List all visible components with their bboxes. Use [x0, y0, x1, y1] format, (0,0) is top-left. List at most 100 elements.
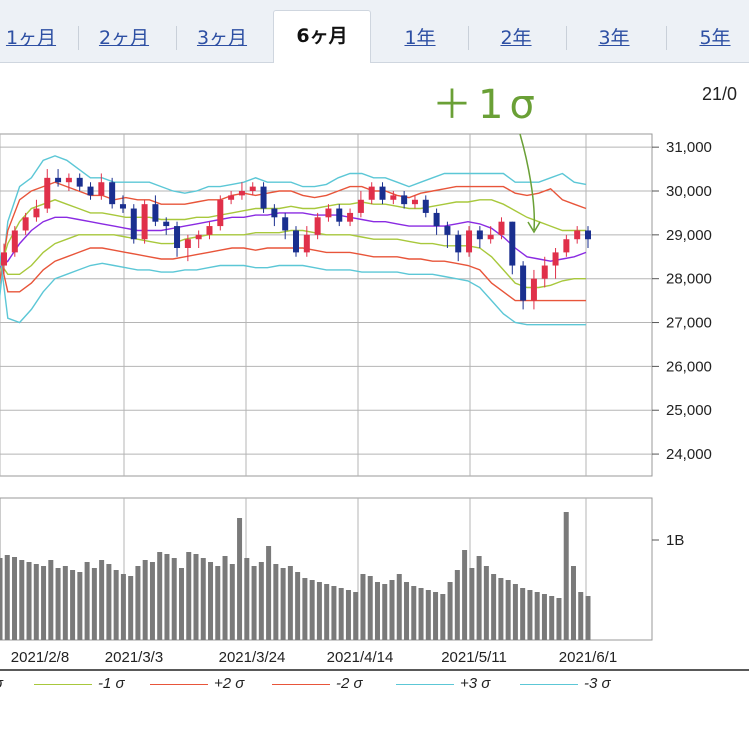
volume-bar	[157, 552, 163, 640]
legend-label: -3 σ	[584, 675, 611, 692]
legend-label: +2 σ	[214, 675, 245, 692]
candle-body	[217, 199, 224, 227]
volume-bar	[0, 558, 3, 640]
volume-bar	[244, 558, 250, 640]
date-tick-label: 2021/6/1	[559, 649, 617, 666]
volume-bar	[84, 562, 90, 640]
tab-separator	[566, 26, 567, 50]
price-grid	[0, 133, 653, 477]
volume-bar	[142, 560, 148, 640]
date-tick-label: 2021/4/14	[327, 649, 394, 666]
volume-bar	[331, 586, 337, 640]
band-line-2	[0, 199, 586, 273]
volume-bar	[266, 546, 272, 640]
volume-bar	[556, 598, 562, 640]
candle-body	[206, 226, 213, 235]
volume-bar	[527, 590, 533, 640]
tab-5-years[interactable]: 5年	[699, 27, 731, 49]
stock-chart: 31,000 30,000 29,000 28,000 27,000 26,000 25,0…	[0, 133, 749, 671]
volume-bar	[106, 564, 112, 640]
legend-item: -2 σ	[272, 674, 363, 694]
volume-bar	[454, 570, 460, 640]
volume-bar	[418, 588, 424, 640]
price-tick-label: 28,000	[666, 271, 712, 288]
band-line-3	[0, 212, 587, 268]
candle-body	[411, 199, 418, 205]
candle-body	[357, 199, 364, 213]
tab-1-year[interactable]: 1年	[404, 27, 436, 49]
volume-bar	[585, 596, 591, 640]
volume-bar	[374, 582, 380, 640]
legend-swatch	[396, 683, 454, 685]
legend-item: +2 σ	[150, 674, 244, 694]
candle-body	[76, 177, 83, 187]
candle-body	[44, 177, 51, 209]
candle-body	[260, 186, 267, 209]
volume-axis: 1B	[652, 532, 684, 549]
candle-body	[228, 195, 235, 200]
legend: σ -1 σ +2 σ -2 σ +3 σ -3 σ	[0, 672, 749, 696]
band-line-6	[0, 248, 586, 326]
volume-bar	[491, 574, 497, 640]
candle-body	[195, 234, 202, 240]
volume-bar	[178, 568, 184, 640]
tab-2-years[interactable]: 2年	[500, 27, 532, 49]
candle-body	[11, 230, 18, 253]
date-label: 21/0	[702, 84, 738, 104]
price-tick-label: 30,000	[666, 183, 712, 200]
volume-tick-label: 1B	[666, 532, 684, 549]
candle-body	[314, 217, 321, 235]
volume-bar	[273, 564, 279, 640]
volume-bar	[128, 576, 134, 640]
volume-bar	[120, 574, 126, 640]
price-tick-label: 25,000	[666, 402, 712, 419]
volume-bar	[229, 564, 235, 640]
candle-body	[466, 230, 473, 253]
tab-1-month[interactable]: 1ヶ月	[5, 27, 57, 49]
volume-bar	[186, 552, 192, 640]
candle-body	[368, 186, 375, 200]
tab-separator	[666, 26, 667, 50]
volume-bar	[41, 566, 47, 640]
volume-bar	[440, 594, 446, 640]
volume-bar	[345, 590, 351, 640]
volume-bar	[237, 518, 243, 640]
legend-label: -2 σ	[336, 675, 363, 692]
candle-body	[65, 177, 72, 183]
date-tick-label: 2021/3/3	[105, 649, 163, 666]
volume-bar	[476, 556, 482, 640]
candle-body	[552, 252, 559, 266]
price-axis: 31,000 30,000 29,000 28,000 27,000 26,000 25,0…	[652, 139, 712, 463]
tab-6-months[interactable]: 6ヶ月	[273, 10, 371, 63]
candle-body	[184, 239, 191, 248]
volume-bar	[171, 558, 177, 640]
volume-bar	[62, 566, 68, 640]
volume-bar	[498, 578, 504, 640]
volume-bar	[113, 570, 119, 640]
volume-bar	[367, 576, 373, 640]
price-tick-label: 27,000	[666, 315, 712, 332]
volume-bar	[447, 582, 453, 640]
candle-body	[271, 208, 278, 218]
legend-item: -1 σ	[34, 674, 125, 694]
volume-bar	[77, 572, 83, 640]
candle-body	[22, 217, 29, 231]
tab-3-months[interactable]: 3ヶ月	[196, 27, 248, 49]
volume-bar	[55, 568, 61, 640]
tab-3-years[interactable]: 3年	[598, 27, 630, 49]
date-axis: 2021/2/8 2021/3/3 2021/3/24 2021/4/14 2021/5…	[0, 649, 749, 671]
volume-bar	[411, 586, 417, 640]
volume-bar	[382, 584, 388, 640]
volume-bar	[251, 566, 257, 640]
candle-body	[401, 195, 408, 205]
volume-bar	[280, 568, 286, 640]
candle-body	[98, 182, 105, 196]
candle-body	[476, 230, 483, 240]
price-tick-label: 31,000	[666, 139, 712, 156]
volume-bar	[360, 574, 366, 640]
tab-2-months[interactable]: 2ヶ月	[98, 27, 150, 49]
band-line-1	[0, 181, 587, 285]
volume-bar	[149, 562, 155, 640]
legend-item: σ	[0, 674, 3, 694]
legend-item: -3 σ	[520, 674, 611, 694]
